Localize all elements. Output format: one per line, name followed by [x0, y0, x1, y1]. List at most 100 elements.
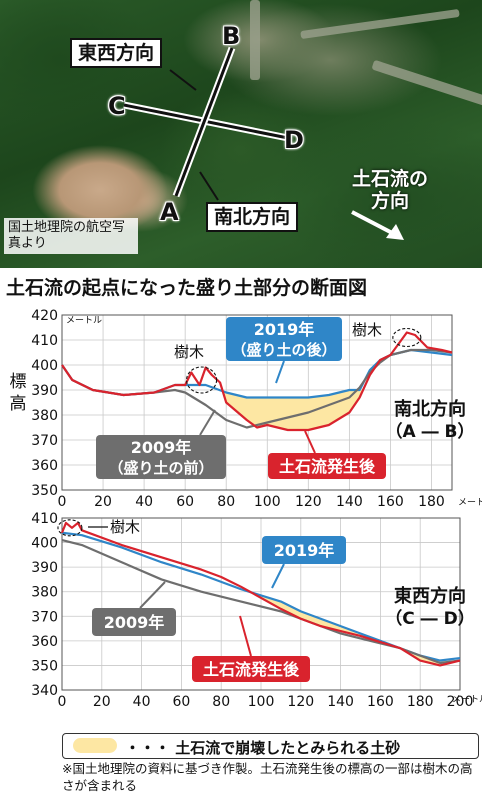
tick-label-x: 60 — [176, 494, 194, 510]
label-after-box — [192, 656, 310, 682]
plot-frame — [61, 517, 461, 691]
label-2009-leader — [199, 409, 216, 436]
chart-subtitle: （C ― D） — [385, 608, 474, 629]
label-2019-box — [262, 536, 346, 564]
label-2009-leader — [139, 581, 166, 609]
tree-label: 樹木 — [110, 518, 140, 536]
letter-c: C — [108, 92, 126, 120]
road — [250, 0, 260, 80]
legend-fill-key: ・・・ 土石流で崩壊したとみられる土砂 — [62, 733, 479, 759]
label-2019-text: 2019年 — [274, 541, 335, 560]
photo-credit: 国土地理院の航空写真より — [4, 218, 138, 254]
label-2019-leader — [271, 563, 285, 589]
flow-label-text: 土石流の方向 — [351, 168, 428, 212]
tree-marker-circle — [186, 366, 218, 394]
tick-label-x: 0 — [58, 694, 67, 710]
x-unit-label: メートル — [452, 695, 482, 705]
tick-label-y: 340 — [31, 683, 58, 699]
tick-label-y: 390 — [31, 560, 58, 576]
label-after-leader — [304, 430, 316, 454]
tick-label-x: 180 — [418, 494, 445, 510]
tree-label: 樹木 — [352, 321, 382, 339]
y-axis-label-1: 標 — [10, 372, 27, 392]
flow-arrow-head — [386, 224, 404, 240]
series-line-土石流発生後 — [60, 521, 461, 667]
tick-label-x: 100 — [248, 694, 275, 710]
tick-label-y: 350 — [31, 483, 58, 499]
x-unit-label: メートル — [458, 498, 482, 508]
label-2009-box — [92, 608, 176, 636]
tick-label-x: 120 — [295, 494, 322, 510]
plot-frame — [61, 314, 453, 491]
tick-label-y: 360 — [31, 634, 58, 650]
letter-b: B — [222, 22, 241, 50]
series-line-土石流発生後 — [61, 331, 453, 432]
label-after-box — [268, 453, 386, 479]
label-2009-line1: 2009年 — [131, 438, 192, 457]
tick-label-y: 350 — [31, 658, 58, 674]
tick-label-x: 120 — [287, 694, 314, 710]
chart-subtitle: （A ― B） — [386, 421, 475, 442]
chart-title: 東西方向 — [394, 585, 466, 607]
label-2009-text: 2009年 — [104, 613, 165, 632]
credit-text: 国土地理院の航空写真より — [8, 220, 126, 251]
tick-label-x: 80 — [212, 694, 230, 710]
tick-label-x: 200 — [447, 694, 474, 710]
tick-label-x: 40 — [135, 494, 153, 510]
label-2019-box — [226, 317, 342, 361]
chart-title: 南北方向 — [394, 398, 466, 420]
tick-label-x: 100 — [254, 494, 281, 510]
section-lines — [123, 46, 404, 240]
label-2009-box — [96, 435, 226, 479]
collapsed-soil-area — [222, 386, 362, 430]
tick-label-y: 380 — [31, 585, 58, 601]
tick-label-x: 20 — [94, 494, 112, 510]
label-2019-line2: （盛り土の後） — [231, 341, 336, 359]
letter-a: A — [160, 198, 179, 226]
tick-label-y: 370 — [31, 609, 58, 625]
y-axis-label-2: 高 — [10, 394, 27, 414]
label-after-text: 土石流発生後 — [279, 457, 376, 476]
debris-flow-direction-label: 土石流の方向 — [350, 168, 430, 212]
tick-label-x: 20 — [93, 694, 111, 710]
tick-label-x: 180 — [407, 694, 434, 710]
tree-marker-circle — [392, 327, 422, 348]
tick-label-y: 410 — [31, 333, 58, 349]
tick-label-y: 390 — [31, 383, 58, 399]
legend-fill-swatch — [73, 738, 117, 753]
tick-label-x: 140 — [327, 694, 354, 710]
section-title: 土石流の起点になった盛り土部分の断面図 — [6, 277, 368, 299]
tick-label-x: 40 — [133, 694, 151, 710]
aerial-photo: 東西方向 南北方向 B C D A 土石流の方向 国土地理院の航空写真より — [0, 0, 482, 268]
label-2019-line1: 2019年 — [254, 320, 315, 339]
tree-label: 樹木 — [174, 343, 204, 361]
letter-d: D — [284, 126, 304, 154]
chart-east-west: 340 350 360 370 380 390 400 410 0 20 40 60 80 100 120 1… — [31, 511, 482, 710]
tick-label-y: 360 — [31, 458, 58, 474]
tick-label-x: 80 — [217, 494, 235, 510]
label-after-text: 土石流発生後 — [203, 660, 300, 679]
tick-label-y: 380 — [31, 408, 58, 424]
tick-label-x: 160 — [377, 494, 404, 510]
tick-label-y: 400 — [31, 536, 58, 552]
label-north-south: 南北方向 — [206, 202, 299, 232]
tick-label-x: 60 — [172, 694, 190, 710]
line-ab — [174, 47, 234, 197]
tick-label-y: 400 — [31, 358, 58, 374]
legend-fill-text: ・・・ 土石流で崩壊したとみられる土砂 — [125, 739, 401, 757]
tick-label-x: 0 — [58, 494, 67, 510]
y-unit-label: メートル — [66, 316, 102, 326]
tick-label-x: 140 — [336, 494, 363, 510]
label-2019-leader — [275, 360, 285, 384]
label-east-west: 東西方向 — [70, 38, 163, 68]
tick-label-y: 420 — [31, 308, 58, 324]
leader-ew — [169, 69, 197, 91]
chart-north-south: 350 360 370 380 390 400 410 420 0 20 40 60 80 100 120 1… — [10, 308, 482, 510]
label-2009-line2: （盛り土の前） — [108, 459, 213, 477]
tick-label-y: 370 — [31, 433, 58, 449]
leader-ns — [199, 171, 219, 201]
tick-label-y: 410 — [31, 511, 58, 527]
tick-label-x: 160 — [367, 694, 394, 710]
source-note: ※国土地理院の資料に基づき作製。土石流発生後の標高の一部は樹木の高さが含まれる — [62, 761, 473, 793]
